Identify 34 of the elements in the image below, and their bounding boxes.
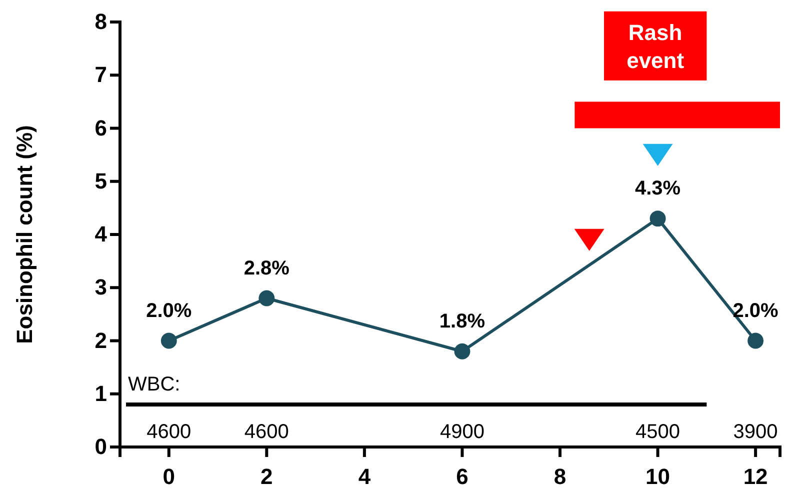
y-tick-label: 5 [94,168,107,194]
data-label: 2.8% [244,257,290,280]
y-tick-label: 2 [94,328,107,353]
point [454,343,470,360]
x-tick-label: 10 [646,464,670,490]
y-tick-label: 6 [94,115,107,140]
y-tick-label: 7 [94,62,107,88]
ref-line-label: WBC: [128,374,180,396]
y-tick-label: 1 [94,380,107,406]
data-label: 2.0% [732,300,779,322]
point [650,210,666,227]
y-tick-label: 0 [94,434,107,460]
x-tick-label: 2 [260,464,273,490]
annotation: 4900 [440,421,484,444]
y-tick-label: 3 [94,274,107,300]
point [160,332,177,349]
y-tick-label: 8 [94,9,107,34]
point [748,332,764,349]
y-tick-label: 4 [94,222,108,247]
x-tick-label: 12 [743,464,768,490]
data-label: 2.0% [146,300,192,322]
annotation: 4500 [636,421,680,444]
annotation: 4600 [146,421,192,444]
x-tick-label: 8 [554,464,566,490]
point [258,290,275,306]
data-label: 1.8% [439,310,486,332]
annotation: 4600 [244,421,289,444]
y-axis-title: Eosinophil count (%) [12,125,37,344]
annotation: 3900 [733,421,778,444]
band-label: Rash event [626,20,685,73]
x-tick-label: 4 [358,464,372,490]
data-label: 4.3% [634,178,681,200]
x-tick-label: 0 [162,464,176,490]
x-tick-label: 6 [456,464,468,490]
